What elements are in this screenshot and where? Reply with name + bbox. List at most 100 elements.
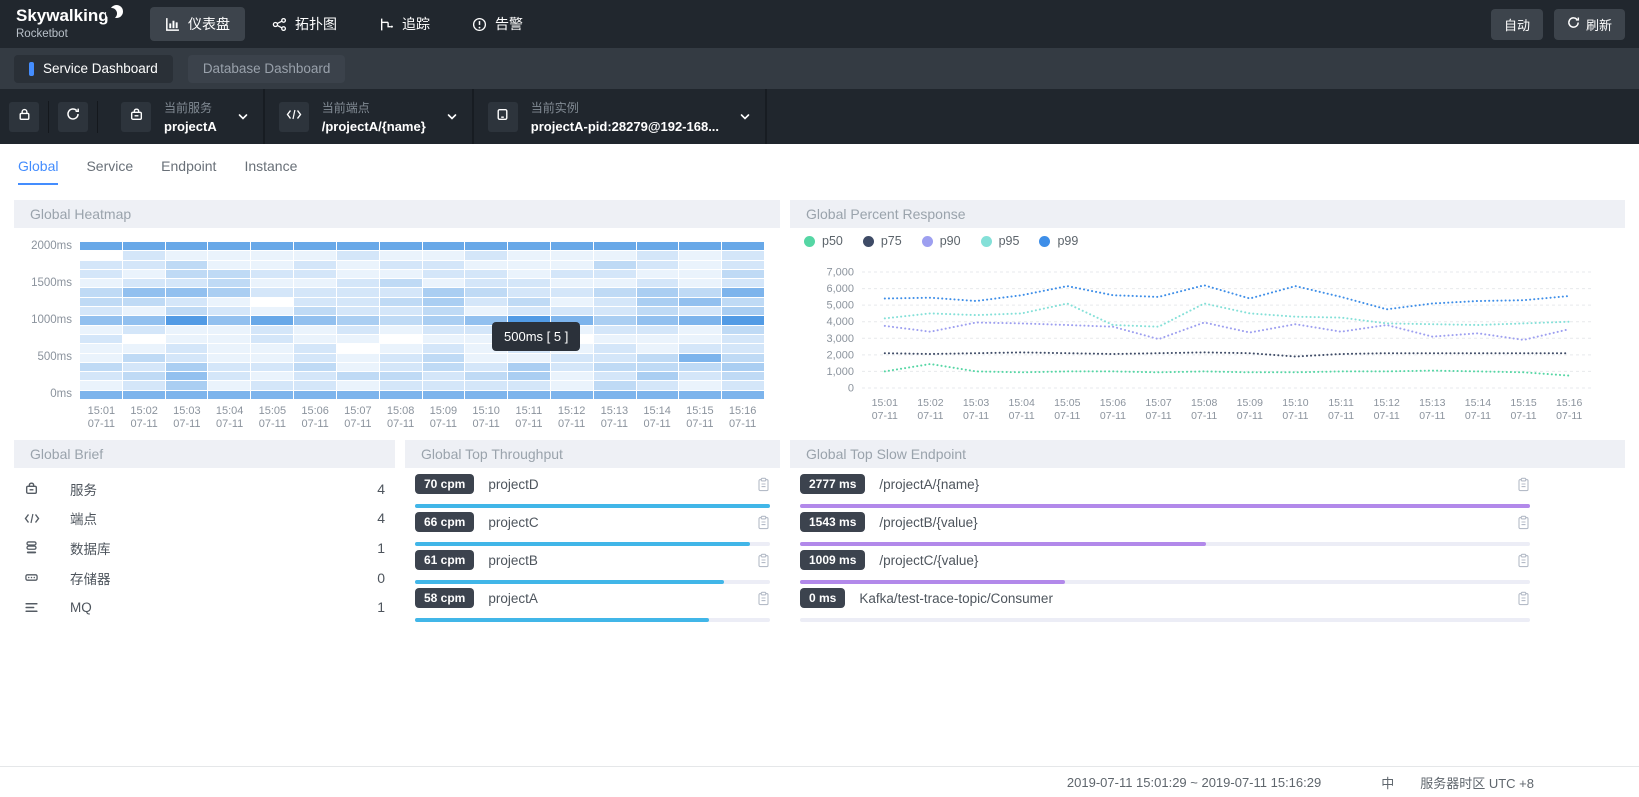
heatmap-cell[interactable]: [465, 362, 508, 372]
heatmap-cell[interactable]: [679, 251, 722, 260]
heatmap-cell[interactable]: [294, 353, 336, 362]
heatmap-cell[interactable]: [294, 307, 336, 316]
heatmap-cell[interactable]: [679, 260, 722, 269]
heatmap-cell[interactable]: [336, 344, 379, 353]
heatmap-cell[interactable]: [208, 297, 251, 307]
clipboard-copy-icon[interactable]: [1517, 477, 1530, 492]
heatmap-cell[interactable]: [165, 316, 208, 325]
heatmap-cell[interactable]: [550, 288, 593, 297]
heatmap-cell[interactable]: [508, 269, 550, 279]
heatmap-cell[interactable]: [80, 251, 122, 260]
heatmap-cell[interactable]: [722, 297, 764, 307]
heatmap-cell[interactable]: [122, 381, 165, 390]
heatmap-cell[interactable]: [679, 353, 722, 362]
heatmap-cell[interactable]: [122, 279, 165, 288]
heatmap-cell[interactable]: [165, 269, 208, 279]
heatmap-cell[interactable]: [294, 260, 336, 269]
heatmap-cell[interactable]: [379, 288, 422, 297]
heatmap-cell[interactable]: [465, 279, 508, 288]
lock-button[interactable]: [9, 101, 39, 132]
time-range[interactable]: 2019-07-11 15:01:29 ~ 2019-07-11 15:16:2…: [1066, 774, 1322, 790]
heatmap-cell[interactable]: [379, 372, 422, 381]
heatmap-cell[interactable]: [122, 353, 165, 362]
heatmap-cell[interactable]: [465, 325, 508, 334]
heatmap-cell[interactable]: [379, 260, 422, 269]
heatmap-cell[interactable]: [508, 279, 550, 288]
heatmap-cell[interactable]: [336, 288, 379, 297]
heatmap-cell[interactable]: [593, 260, 636, 269]
heatmap-cell[interactable]: [422, 288, 465, 297]
heatmap-cell[interactable]: [208, 353, 251, 362]
heatmap-cell[interactable]: [336, 297, 379, 307]
heatmap-cell[interactable]: [379, 362, 422, 372]
heatmap-cell[interactable]: [122, 372, 165, 381]
heatmap-cell[interactable]: [508, 381, 550, 390]
tab-service-dashboard[interactable]: Service Dashboard: [14, 54, 173, 83]
heatmap-cell[interactable]: [208, 390, 251, 400]
heatmap-cell[interactable]: [379, 325, 422, 334]
tab-endpoint[interactable]: Endpoint: [161, 158, 217, 174]
heatmap-cell[interactable]: [679, 344, 722, 353]
heatmap-cell[interactable]: [679, 316, 722, 325]
legend-item-p75[interactable]: p75: [862, 234, 902, 248]
heatmap-cell[interactable]: [165, 307, 208, 316]
heatmap-cell[interactable]: [679, 372, 722, 381]
legend-item-p50[interactable]: p50: [804, 234, 843, 248]
heatmap-cell[interactable]: [465, 269, 508, 279]
heatmap-cell[interactable]: [294, 362, 336, 372]
heatmap-cell[interactable]: [208, 325, 251, 334]
heatmap-cell[interactable]: [508, 260, 550, 269]
heatmap-cell[interactable]: [379, 316, 422, 325]
heatmap-cell[interactable]: [722, 260, 764, 269]
heatmap-cell[interactable]: [679, 334, 722, 344]
heatmap-cell[interactable]: [294, 390, 336, 400]
heatmap-cell[interactable]: [593, 362, 636, 372]
heatmap-cell[interactable]: [251, 251, 294, 260]
heatmap-cell[interactable]: [636, 307, 679, 316]
heatmap-cell[interactable]: [422, 362, 465, 372]
heatmap-cell[interactable]: [550, 372, 593, 381]
heatmap-cell[interactable]: [122, 390, 165, 400]
heatmap-cell[interactable]: [422, 251, 465, 260]
heatmap-cell[interactable]: [208, 260, 251, 269]
heatmap-cell[interactable]: [636, 288, 679, 297]
heatmap-cell[interactable]: [208, 307, 251, 316]
heatmap-cell[interactable]: [251, 353, 294, 362]
heatmap-cell[interactable]: [508, 297, 550, 307]
legend-item-p95[interactable]: p95: [980, 234, 1019, 248]
nav-item-2[interactable]: 追踪: [364, 7, 445, 41]
heatmap-cell[interactable]: [80, 325, 122, 334]
clipboard-copy-icon[interactable]: [757, 477, 770, 492]
heatmap-cell[interactable]: [550, 362, 593, 372]
heatmap-cell[interactable]: [679, 307, 722, 316]
heatmap-cell[interactable]: [679, 381, 722, 390]
heatmap-cell[interactable]: [465, 390, 508, 400]
heatmap-cell[interactable]: [722, 242, 764, 251]
heatmap-cell[interactable]: [122, 362, 165, 372]
heatmap-cell[interactable]: [465, 251, 508, 260]
heatmap-cell[interactable]: [636, 242, 679, 251]
language-toggle[interactable]: 中: [1381, 775, 1395, 791]
heatmap-cell[interactable]: [593, 279, 636, 288]
heatmap-cell[interactable]: [465, 381, 508, 390]
heatmap-cell[interactable]: [722, 353, 764, 362]
heatmap-cell[interactable]: [593, 251, 636, 260]
clipboard-copy-icon[interactable]: [1517, 515, 1530, 530]
heatmap-cell[interactable]: [80, 334, 122, 344]
heatmap-cell[interactable]: [550, 260, 593, 269]
heatmap-cell[interactable]: [508, 242, 550, 251]
heatmap-cell[interactable]: [165, 362, 208, 372]
heatmap-cell[interactable]: [593, 325, 636, 334]
heatmap-cell[interactable]: [251, 269, 294, 279]
instance-selector[interactable]: 当前实例 projectA-pid:28279@192-168...: [474, 89, 765, 144]
heatmap-cell[interactable]: [636, 269, 679, 279]
heatmap-cell[interactable]: [122, 316, 165, 325]
tab-global[interactable]: Global: [18, 158, 59, 185]
legend-item-p90[interactable]: p90: [921, 234, 961, 248]
heatmap-cell[interactable]: [294, 242, 336, 251]
heatmap-cell[interactable]: [422, 344, 465, 353]
heatmap-cell[interactable]: [636, 344, 679, 353]
heatmap-cell[interactable]: [208, 362, 251, 372]
heatmap-cell[interactable]: [122, 242, 165, 251]
heatmap-cell[interactable]: [508, 288, 550, 297]
